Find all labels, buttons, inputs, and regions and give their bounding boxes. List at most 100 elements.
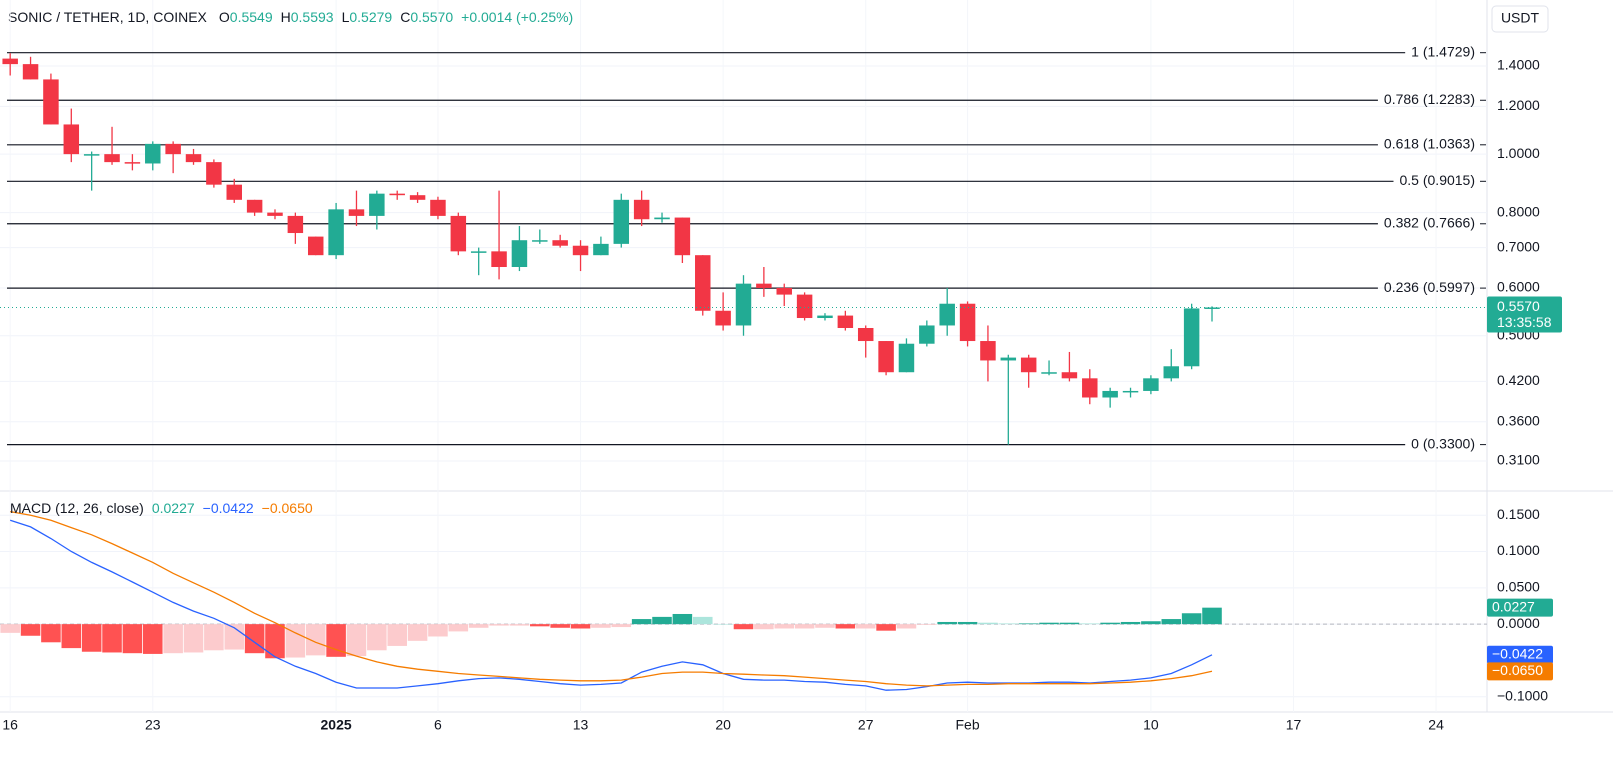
candle-body [348, 209, 365, 216]
macd-title: MACD (12, 26, close) [10, 500, 144, 516]
candle-body [2, 58, 18, 65]
histogram-bar [1100, 622, 1120, 625]
histogram-bar [468, 624, 489, 628]
histogram-bar [102, 624, 122, 653]
histogram-bar [244, 624, 265, 654]
histogram-bar [428, 624, 448, 637]
histogram-bar [448, 624, 469, 632]
candle-body [796, 294, 813, 319]
candle-body [104, 154, 120, 163]
candle-body [307, 236, 324, 256]
candle-body [246, 199, 263, 213]
histogram-bar [896, 624, 917, 629]
histogram-bar [142, 624, 163, 654]
macd-line [10, 510, 1213, 687]
level-label: 1 (1.4729) [1411, 43, 1475, 59]
level-label: 0.236 (0.5997) [1384, 279, 1475, 295]
candle-body [654, 217, 670, 220]
histogram-bar [733, 624, 754, 630]
price-tick-label: 1.2000 [1497, 97, 1540, 113]
histogram-bar [1120, 621, 1141, 625]
candle-body [532, 240, 548, 242]
candle-body [145, 143, 161, 164]
candle-body [1041, 372, 1057, 374]
histogram-bar [326, 624, 346, 657]
x-tick-label: Feb [956, 717, 980, 733]
candle-body [206, 162, 222, 185]
macd-header-value: −0.0422 [203, 500, 254, 516]
currency-label[interactable]: USDT [1501, 10, 1540, 26]
histogram-bar [815, 624, 835, 628]
histogram-bar [957, 621, 978, 625]
candle-body [369, 193, 385, 216]
histogram-bar [754, 624, 774, 630]
histogram-bar [1018, 623, 1039, 625]
macd-tick-label: 0.1500 [1497, 506, 1540, 522]
histogram-bar [0, 624, 20, 633]
price-tick-label: 0.3100 [1497, 452, 1540, 468]
level-label: 0.5 (0.9015) [1400, 172, 1476, 188]
x-tick-label: 27 [858, 717, 874, 733]
candle-body [185, 154, 202, 163]
candle-body [1020, 357, 1037, 373]
histogram-bar [1080, 623, 1100, 625]
x-tick-label: 10 [1143, 717, 1159, 733]
histogram-bar [998, 623, 1019, 625]
candle-body [1183, 308, 1200, 367]
ohlc-key: H [281, 9, 291, 25]
candle-body [63, 124, 80, 155]
candle-body [124, 162, 141, 164]
x-tick-label: 2025 [321, 717, 352, 733]
level-label: 0.786 (1.2283) [1384, 91, 1475, 107]
candle-body [328, 209, 344, 256]
histogram-bar [937, 621, 957, 625]
candle-body [1061, 372, 1078, 379]
candle-body [470, 251, 487, 253]
level-label: 0 (0.3300) [1411, 435, 1475, 451]
histogram-bar [285, 624, 306, 658]
macd-tick-label: 0.0500 [1497, 579, 1540, 595]
histogram-bar [550, 624, 570, 628]
price-tick-label: 0.3600 [1497, 413, 1540, 429]
macd-value-badge [1487, 645, 1553, 664]
histogram-bar [774, 624, 795, 629]
symbol-title: SONIC / TETHER, 1D, COINEX [8, 9, 208, 25]
histogram-bar [631, 619, 652, 625]
histogram-bar [978, 622, 998, 625]
price-change: +0.0014 (+0.25%) [461, 9, 573, 25]
candle-body [593, 243, 609, 256]
macd-tick-label: 0.1000 [1497, 542, 1540, 558]
candle-body [919, 325, 935, 344]
histogram-bar [122, 624, 143, 654]
macd-value-badge [1487, 662, 1553, 681]
histogram-bar [387, 624, 407, 646]
histogram-bar [591, 624, 611, 628]
candle-body [1163, 366, 1180, 379]
candle-body [735, 283, 752, 326]
currency-button[interactable] [1491, 5, 1549, 33]
ohlc-value: 0.5570 [410, 9, 453, 25]
candle-body [715, 310, 731, 326]
histogram-bar [835, 624, 856, 629]
candle-body [1000, 357, 1017, 361]
candle-body [1122, 390, 1139, 393]
ohlc-key: L [342, 9, 350, 25]
candle-body [22, 64, 39, 80]
ohlc-key: C [400, 9, 410, 25]
histogram-bar [489, 624, 509, 626]
candle-body [389, 193, 405, 196]
candle-body [980, 341, 996, 361]
histogram-bar [570, 624, 591, 629]
candle-body [43, 79, 59, 125]
x-tick-label: 16 [2, 717, 18, 733]
candle-body [776, 287, 792, 295]
histogram-bar [876, 624, 896, 631]
histogram-bar [183, 624, 204, 653]
histogram-bar [20, 624, 41, 636]
ohlc-value: 0.5549 [230, 9, 273, 25]
macd-badge-label: 0.0227 [1492, 598, 1535, 614]
price-tick-label: 1.0000 [1497, 145, 1540, 161]
candle-body [756, 283, 772, 288]
histogram-bar [367, 624, 387, 651]
